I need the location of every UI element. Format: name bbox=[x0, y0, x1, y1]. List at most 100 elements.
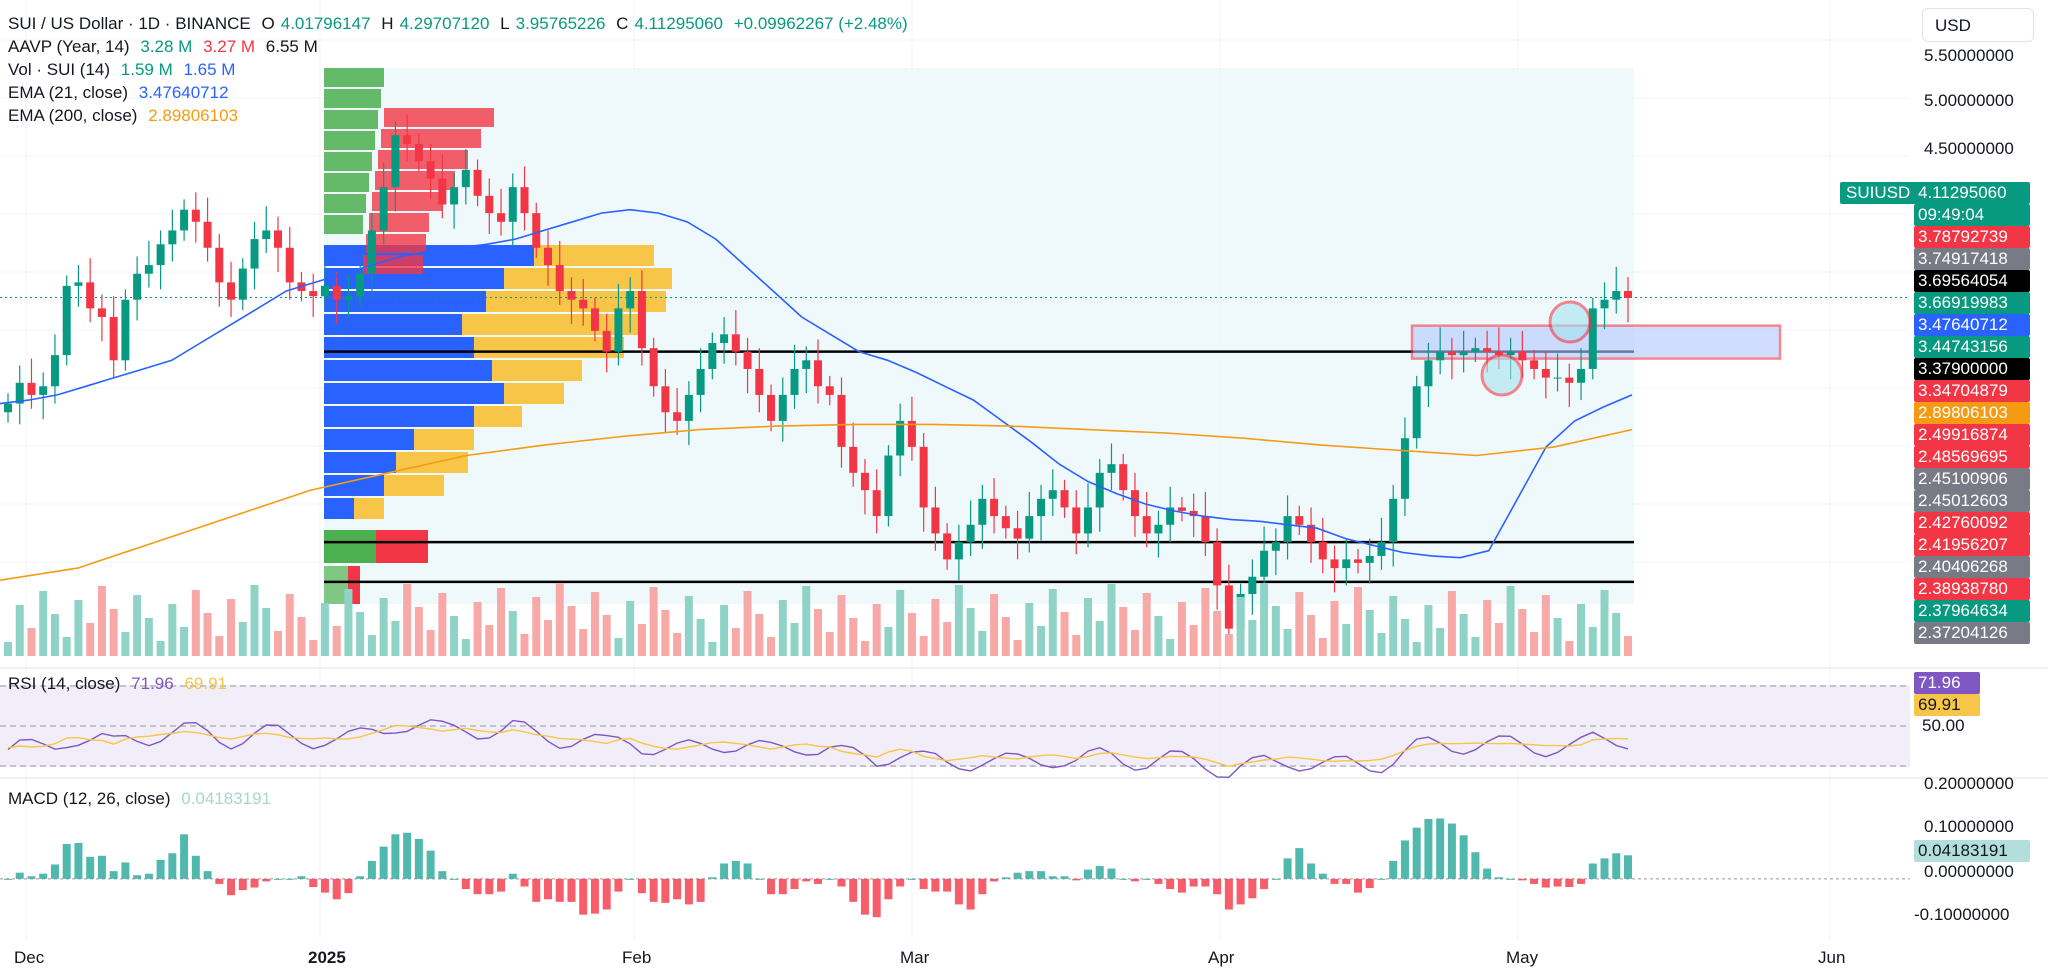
volume-bar bbox=[403, 584, 412, 656]
macd-histogram-bar bbox=[1130, 878, 1139, 882]
volume-bar bbox=[1224, 634, 1233, 656]
volume-bar bbox=[367, 635, 376, 656]
macd-histogram-bar bbox=[1013, 872, 1022, 879]
candle-body bbox=[1483, 348, 1492, 352]
volume-profile-bar-up bbox=[324, 173, 369, 192]
candle-body bbox=[872, 490, 881, 517]
volume-profile-bar-up bbox=[324, 360, 492, 381]
candle-body bbox=[1271, 542, 1280, 551]
volume-label[interactable]: Vol · SUI (14) bbox=[8, 60, 111, 79]
price-tag: 2.41956207 bbox=[1914, 534, 2030, 556]
macd-histogram-bar bbox=[1400, 840, 1409, 879]
macd-histogram-bar bbox=[896, 878, 905, 887]
rsi-line bbox=[7, 719, 1629, 779]
macd-histogram-bar bbox=[203, 871, 212, 879]
volume-bar bbox=[379, 598, 388, 656]
candle-body bbox=[1060, 490, 1069, 508]
volume-bar bbox=[450, 616, 459, 656]
macd-histogram-bar bbox=[309, 878, 318, 888]
ema200-label[interactable]: EMA (200, close) bbox=[8, 106, 138, 125]
volume-bar bbox=[1624, 636, 1632, 656]
macd-histogram-bar bbox=[15, 872, 24, 879]
volume-profile-bar-down bbox=[534, 245, 654, 266]
macd-histogram-bar bbox=[74, 843, 83, 879]
macd-histogram-bar bbox=[1624, 855, 1632, 879]
time-label: Apr bbox=[1208, 948, 1235, 967]
candle-body bbox=[1177, 507, 1186, 511]
rsi-ma-line bbox=[7, 724, 1629, 768]
macd-histogram-bar bbox=[1048, 876, 1057, 879]
candle-body bbox=[1224, 585, 1233, 629]
rsi-label[interactable]: RSI (14, close) bbox=[8, 674, 121, 693]
volume-bar bbox=[1424, 605, 1433, 656]
macd-histogram-bar bbox=[274, 878, 282, 880]
candle-body bbox=[203, 221, 212, 248]
macd-histogram-bar bbox=[802, 878, 811, 882]
candle-body bbox=[109, 317, 118, 361]
volume-bar bbox=[203, 613, 212, 656]
candle-body bbox=[614, 308, 623, 352]
aavp-label[interactable]: AAVP (Year, 14) bbox=[8, 37, 130, 56]
volume-bar bbox=[790, 623, 799, 656]
volume-bar bbox=[896, 590, 905, 656]
macd-label[interactable]: MACD (12, 26, close) bbox=[8, 789, 171, 808]
volume-bar bbox=[426, 630, 435, 656]
volume-bar bbox=[356, 612, 365, 656]
volume-bar bbox=[180, 627, 189, 656]
macd-histogram-bar bbox=[567, 878, 576, 902]
ema21-line bbox=[0, 208, 1633, 559]
volume-bar bbox=[227, 599, 236, 656]
macd-legend-value: 0.04183191 bbox=[181, 789, 272, 808]
symbol-title[interactable]: SUI / US Dollar · 1D · BINANCE bbox=[8, 14, 251, 33]
candle-body bbox=[860, 472, 869, 491]
macd-histogram-bar bbox=[403, 832, 412, 879]
macd-histogram-bar bbox=[1436, 818, 1445, 879]
candle-body bbox=[97, 308, 106, 318]
volume-bar bbox=[1260, 583, 1269, 656]
volume-bar bbox=[802, 586, 811, 656]
volume-bar bbox=[1541, 595, 1550, 656]
ema21-label[interactable]: EMA (21, close) bbox=[8, 83, 128, 102]
rsi-legend-ma: 69.91 bbox=[184, 674, 227, 693]
macd-histogram-bar bbox=[825, 878, 834, 880]
candle-body bbox=[274, 230, 282, 248]
volume-profile-bar-up bbox=[324, 110, 378, 129]
macd-histogram-bar bbox=[1471, 852, 1480, 879]
macd-histogram-bar bbox=[1001, 877, 1010, 879]
volume-bar bbox=[109, 609, 118, 656]
volume-bar bbox=[332, 626, 341, 656]
volume-bar bbox=[1506, 586, 1515, 656]
volume-bar bbox=[320, 603, 329, 656]
volume-profile-bar-down bbox=[474, 406, 522, 427]
macd-histogram-bar bbox=[1530, 878, 1539, 884]
macd-histogram-bar bbox=[156, 859, 165, 879]
volume-bar bbox=[508, 611, 517, 656]
currency-selector[interactable]: USD bbox=[1922, 8, 2034, 42]
volume-bar bbox=[1095, 621, 1104, 656]
macd-histogram-bar bbox=[837, 878, 846, 887]
volume-profile-bar-down bbox=[354, 498, 384, 519]
macd-axis-label: 0.00000000 bbox=[1924, 862, 2014, 881]
price-tag: 3.44743156 bbox=[1914, 336, 2030, 358]
aavp-total: 6.55 M bbox=[265, 37, 318, 56]
volume-bar bbox=[849, 618, 858, 656]
macd-histogram-bar bbox=[121, 862, 130, 879]
macd-histogram-bar bbox=[778, 878, 787, 895]
volume-bar bbox=[661, 610, 670, 656]
macd-histogram-bar bbox=[438, 871, 447, 879]
macd-histogram-bar bbox=[1037, 871, 1046, 879]
volume-bar bbox=[1588, 627, 1597, 656]
volume-bar bbox=[414, 607, 423, 656]
candle-body bbox=[1577, 368, 1586, 383]
macd-histogram-bar bbox=[180, 834, 189, 879]
candle-body bbox=[1494, 351, 1503, 356]
volume-profile-bar-up bbox=[324, 131, 375, 150]
volume-bar bbox=[1471, 637, 1480, 656]
macd-histogram-bar bbox=[461, 878, 470, 890]
volume-profile-bar-down bbox=[369, 213, 429, 232]
rsi-legend: RSI (14, close) 71.96 69.91 bbox=[8, 674, 233, 694]
volume-bar bbox=[1189, 625, 1198, 656]
candle-body bbox=[790, 368, 799, 395]
macd-histogram-bar bbox=[1553, 878, 1562, 887]
